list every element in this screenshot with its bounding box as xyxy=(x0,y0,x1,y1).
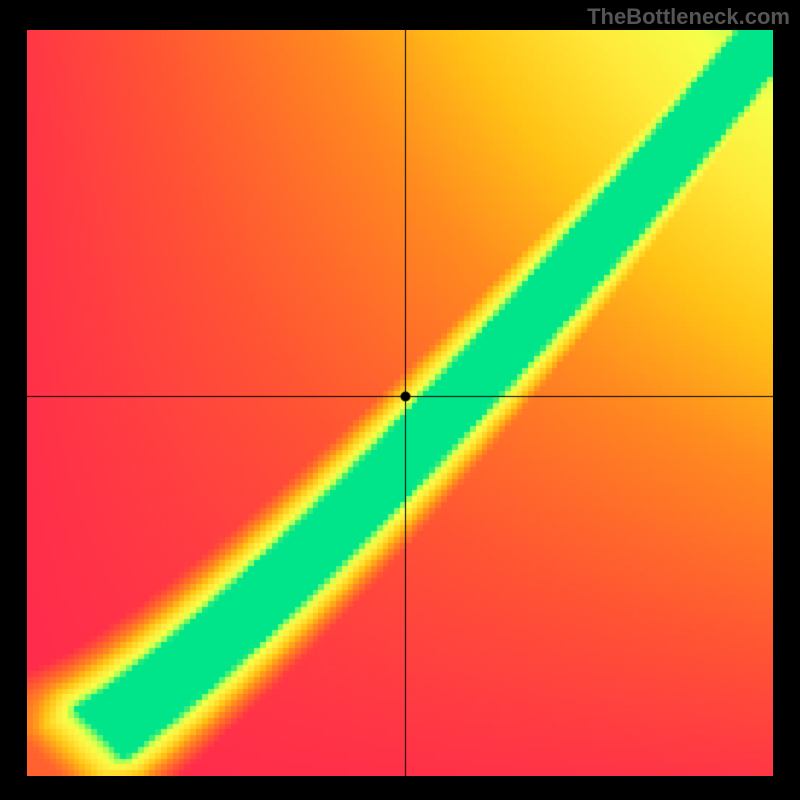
crosshair-overlay xyxy=(27,30,773,776)
watermark-text: TheBottleneck.com xyxy=(587,4,790,30)
root-container: TheBottleneck.com xyxy=(0,0,800,800)
